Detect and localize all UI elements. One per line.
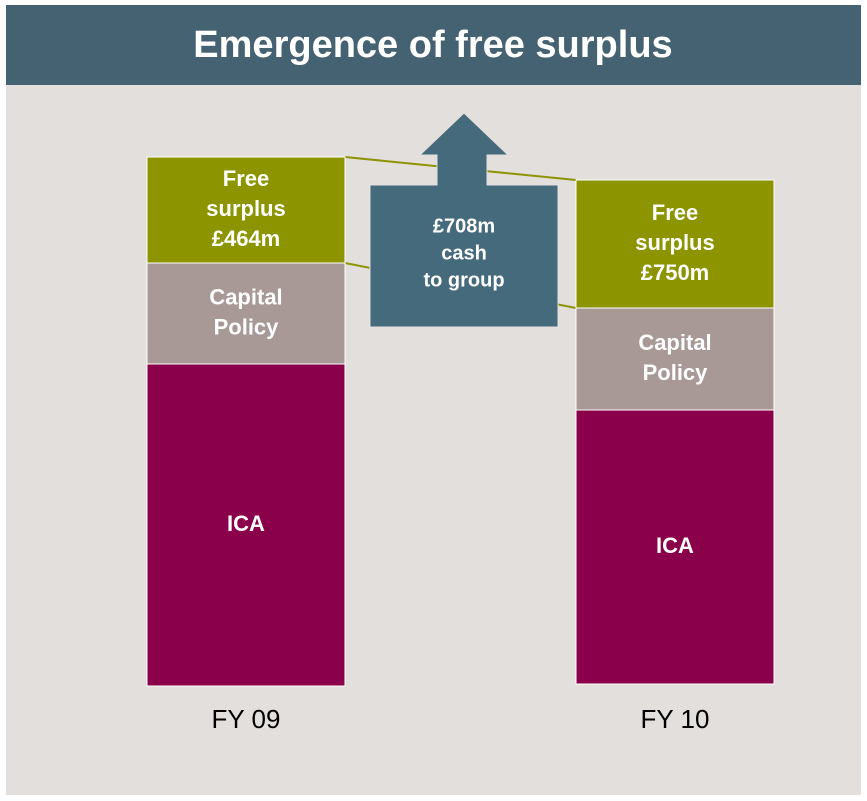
bar-fy09 — [146, 156, 346, 687]
category-label: FY 10 — [641, 704, 710, 734]
segment-label: Policy — [643, 360, 709, 385]
free-surplus-segment — [575, 179, 775, 309]
segment-label: surplus — [206, 196, 285, 221]
segment-label: Free — [223, 166, 269, 191]
ica-segment — [146, 363, 346, 687]
capital-policy-segment — [575, 307, 775, 411]
segment-label: Capital — [209, 284, 282, 309]
segment-label: ICA — [656, 533, 694, 558]
ica-segment — [575, 409, 775, 685]
title-bar — [6, 5, 861, 85]
category-label: FY 09 — [212, 704, 281, 734]
segment-label: Free — [652, 200, 698, 225]
segment-label: Policy — [214, 314, 280, 339]
bar-fy10 — [575, 179, 775, 685]
segment-label: £750m — [641, 260, 710, 285]
callout-label: cash — [441, 242, 487, 264]
free-surplus-segment — [146, 156, 346, 264]
title: Emergence of free surplus — [193, 24, 672, 66]
segment-label: £464m — [212, 226, 281, 251]
segment-label: Capital — [638, 330, 711, 355]
cash-arrow — [369, 112, 559, 328]
segment-label: surplus — [635, 230, 714, 255]
capital-policy-segment — [146, 262, 346, 365]
callout-label: to group — [423, 269, 504, 291]
segment-label: ICA — [227, 511, 265, 536]
callout-label: £708m — [433, 215, 495, 237]
